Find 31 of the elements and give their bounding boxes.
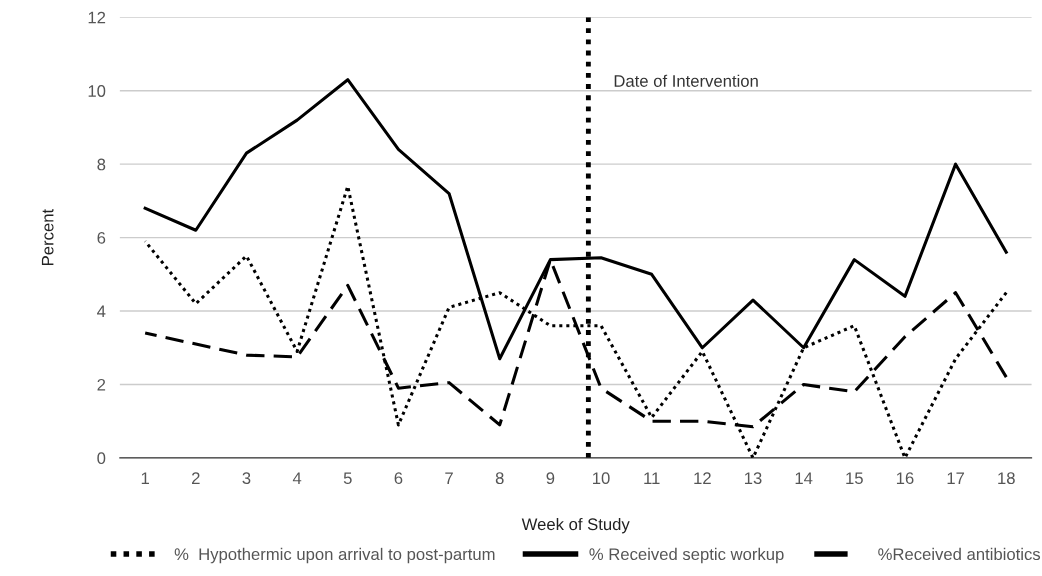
y-tick-label: 0 xyxy=(97,452,106,465)
legend-label: %Received antibiotics xyxy=(878,547,1041,561)
x-axis-title: Week of Study xyxy=(521,517,630,534)
x-tick-label: 3 xyxy=(242,472,251,485)
x-tick-label: 7 xyxy=(445,472,453,484)
x-tick-label: 5 xyxy=(343,472,352,485)
y-axis-title: Percent xyxy=(41,209,54,265)
x-tick-label: 9 xyxy=(546,472,555,485)
x-tick-label: 6 xyxy=(394,472,403,485)
x-tick-label: 8 xyxy=(495,472,504,485)
x-tick-label: 10 xyxy=(593,472,610,485)
x-tick-label: 17 xyxy=(947,472,965,484)
x-tick-label: 4 xyxy=(292,472,302,484)
x-tick-label: 13 xyxy=(744,472,762,485)
legend-label: % Received septic workup xyxy=(589,547,784,564)
y-tick-label: 10 xyxy=(88,85,106,97)
y-tick-label: 4 xyxy=(97,305,106,318)
y-tick-label: 6 xyxy=(97,232,106,244)
x-tick-label: 1 xyxy=(141,472,149,484)
x-tick-label: 16 xyxy=(896,472,914,485)
y-tick-label: 8 xyxy=(97,158,106,171)
ref-line-label: Date of Intervention xyxy=(614,74,758,87)
x-tick-label: 11 xyxy=(644,472,660,484)
x-tick-label: 15 xyxy=(846,472,863,485)
x-tick-label: 2 xyxy=(192,472,200,484)
y-tick-label: 2 xyxy=(97,378,106,391)
x-tick-label: 14 xyxy=(795,472,813,484)
y-tick-label: 12 xyxy=(88,11,106,24)
x-tick-label: 18 xyxy=(998,472,1015,485)
legend-label: % Hypothermic upon arrival to post-partum xyxy=(174,547,495,564)
x-tick-label: 12 xyxy=(694,472,711,484)
